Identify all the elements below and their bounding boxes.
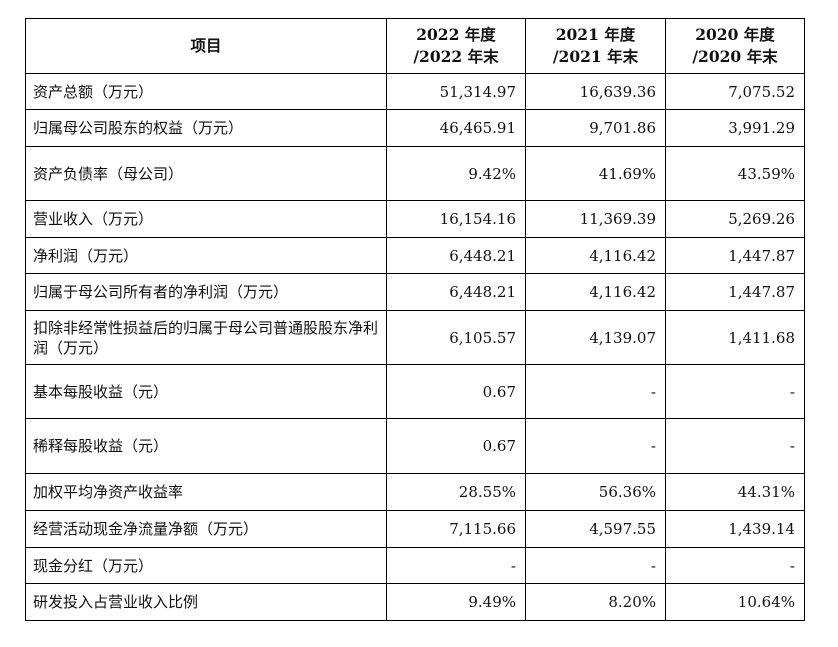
value-2021: 9,701.86 [525,109,666,147]
value-2022: 9.49% [386,583,526,621]
table-row: 基本每股收益（元） 0.67- - [25,364,805,419]
table-row: 营业收入（万元） 16,154.16 11,369.39 5,269.26 [25,200,805,238]
table-row: 研发投入占营业收入比例 9.49% 8.20% 10.64% [25,583,805,621]
financial-data-table: 项目 2022 年度 /2022 年末 2021 年度 /2021 年末 202… [25,18,805,621]
table-row: 归属母公司股东的权益（万元） 46,465.91 9,701.86 3,991.29 [25,109,805,147]
row-label: 稀释每股收益（元） [25,418,387,474]
header-2022-line2: /2022 年末 [413,47,499,66]
row-label: 研发投入占营业收入比例 [25,583,387,621]
value-2021: - [525,547,666,584]
table-row: 资产总额（万元） 51,314.97 16,639.36 7,075.52 [25,73,805,110]
value-2021: 11,369.39 [525,200,666,238]
table-row: 稀释每股收益（元） 0.67- - [25,418,805,474]
value-2021: 16,639.36 [525,73,666,110]
value-2022: - [386,547,526,584]
row-label: 净利润（万元） [25,237,387,274]
row-label: 基本每股收益（元） [25,364,387,419]
value-2022: 46,465.91 [386,109,526,147]
header-2020-line2: /2020 年末 [692,47,778,66]
value-2022: 16,154.16 [386,200,526,238]
value-2020: 1,447.87 [665,273,805,311]
value-2022: 51,314.97 [386,73,526,110]
header-item: 项目 [25,18,387,74]
value-2020: 7,075.52 [665,73,805,110]
row-label: 营业收入（万元） [25,200,387,238]
row-label: 加权平均净资产收益率 [25,473,387,511]
header-2021-line2: /2021 年末 [552,47,639,66]
value-2021: 56.36% [525,473,666,511]
table-row: 归属于母公司所有者的净利润（万元） 6,448.21 4,116.42 1,447.8… [25,273,805,311]
value-2022: 9.42% [386,146,526,201]
value-2020: 1,439.14 [665,510,805,548]
value-2022: 0.67 [386,418,526,474]
table-row: 净利润（万元） 6,448.21 4,116.42 1,447.87 [25,237,805,274]
value-2020: 43.59% [665,146,805,201]
value-2021: 41.69% [525,146,666,201]
value-2020: - [665,364,805,419]
value-2022: 6,105.57 [386,310,526,365]
value-2020: 10.64% [665,583,805,621]
value-2022: 6,448.21 [386,237,526,274]
header-2020: 2020 年度 /2020 年末 [665,18,805,74]
row-label: 归属母公司股东的权益（万元） [25,109,387,147]
value-2021: 4,597.55 [525,510,666,548]
row-label: 资产负债率（母公司） [25,146,387,201]
table-row: 资产负债率（母公司） 9.42% 41.69% 43.59% [25,146,805,201]
table-row: 扣除非经常性损益后的归属于母公司普通股股东净利润（万元） 6,105.57 4,13… [25,310,805,365]
header-2020-line1: 2020 年度 [695,25,775,44]
value-2021: 4,116.42 [525,273,666,311]
header-2021: 2021 年度 /2021 年末 [525,18,666,74]
table-row: 现金分红（万元） - - - [25,547,805,584]
value-2021: 8.20% [525,583,666,621]
value-2022: 0.67 [386,364,526,419]
header-2022: 2022 年度 /2022 年末 [386,18,526,74]
header-2022-line1: 2022 年度 [416,25,496,44]
table-row: 经营活动现金净流量净额（万元） 7,115.66 4,597.55 1,439.14 [25,510,805,548]
value-2021: - [525,364,666,419]
value-2021: - [525,418,666,474]
row-label: 归属于母公司所有者的净利润（万元） [25,273,387,311]
value-2022: 6,448.21 [386,273,526,311]
value-2020: - [665,418,805,474]
row-label: 经营活动现金净流量净额（万元） [25,510,387,548]
table-row: 加权平均净资产收益率 28.55% 56.36% 44.31% [25,473,805,511]
row-label: 扣除非经常性损益后的归属于母公司普通股股东净利润（万元） [25,310,387,365]
value-2021: 4,116.42 [525,237,666,274]
row-label: 资产总额（万元） [25,73,387,110]
row-label: 现金分红（万元） [25,547,387,584]
value-2022: 7,115.66 [386,510,526,548]
header-2021-line1: 2021 年度 [555,25,636,44]
value-2020: 44.31% [665,473,805,511]
header-item-label: 项目 [190,36,222,55]
value-2020: 1,411.68 [665,310,805,365]
value-2020: - [665,547,805,584]
value-2020: 5,269.26 [665,200,805,238]
financial-table-container: 项目 2022 年度 /2022 年末 2021 年度 /2021 年末 202… [25,18,805,621]
value-2022: 28.55% [386,473,526,511]
value-2020: 1,447.87 [665,237,805,274]
value-2021: 4,139.07 [525,310,666,365]
value-2020: 3,991.29 [665,109,805,147]
table-header-row: 项目 2022 年度 /2022 年末 2021 年度 /2021 年末 202… [25,18,805,74]
